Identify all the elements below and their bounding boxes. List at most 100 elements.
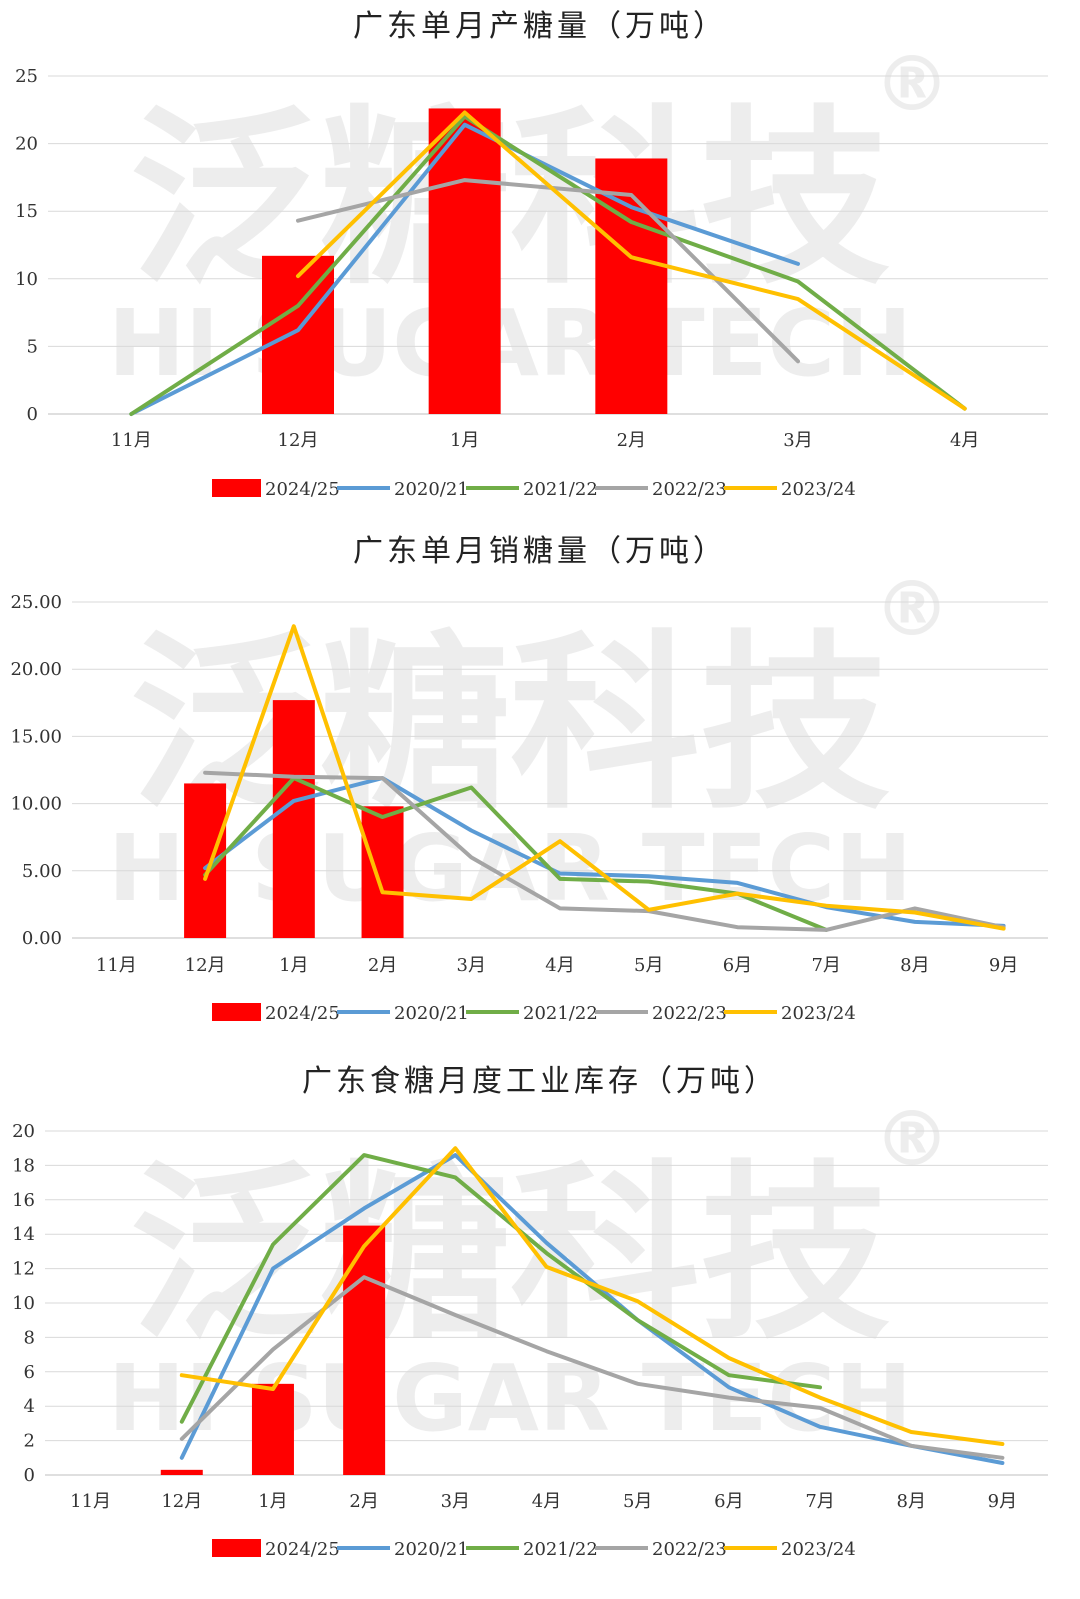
bar (361, 806, 404, 938)
x-tick-label: 2月 (349, 1491, 378, 1512)
y-tick-label: 15.00 (10, 726, 62, 747)
x-tick-label: 1月 (450, 430, 479, 451)
watermark-cn: 泛糖科技 (130, 89, 890, 310)
y-tick-label: 8 (24, 1327, 35, 1348)
x-tick-label: 12月 (161, 1491, 202, 1512)
x-tick-label: 11月 (96, 955, 137, 976)
legend-label: 2020/21 (394, 479, 469, 500)
bar (428, 108, 501, 414)
y-tick-label: 10 (15, 269, 38, 290)
chart-title: 广东食糖月度工业库存（万吨） (302, 1064, 778, 1099)
y-tick-label: 4 (24, 1396, 35, 1417)
y-tick-label: 0 (24, 1465, 35, 1486)
legend-swatch-bar (212, 479, 261, 497)
x-tick-label: 6月 (723, 955, 752, 976)
legend-label: 2023/24 (781, 1003, 856, 1024)
chart-panel-inventory: 泛糖科技 HI SUGAR TECH ® 广东食糖月度工业库存（万吨） 0 2 4 6 8 10 1… (0, 1055, 1080, 1599)
watermark-cn: 泛糖科技 (130, 614, 890, 835)
legend-label: 2020/21 (394, 1003, 469, 1024)
y-tick-label: 25.00 (10, 592, 62, 613)
x-tick-label: 8月 (900, 955, 929, 976)
bar (343, 1225, 386, 1475)
legend-label: 2023/24 (781, 1539, 856, 1560)
series-line-2020-21 (129, 122, 800, 416)
legend-label: 2024/25 (265, 1539, 340, 1560)
x-tick-label: 2月 (617, 430, 646, 451)
y-tick-label: 20 (15, 134, 38, 155)
y-tick-label: 20.00 (10, 659, 62, 680)
x-tick-label: 4月 (532, 1491, 561, 1512)
watermark-en: HI SUGAR TECH (108, 290, 912, 397)
y-tick-label: 16 (12, 1190, 35, 1211)
x-tick-label: 9月 (988, 1491, 1017, 1512)
x-tick-label: 1月 (279, 955, 308, 976)
y-tick-label: 12 (12, 1259, 35, 1280)
y-tick-label: 18 (12, 1155, 35, 1176)
x-tick-label: 11月 (111, 430, 152, 451)
y-tick-label: 25 (15, 66, 38, 87)
x-tick-label: 4月 (950, 430, 979, 451)
x-tick-label: 5月 (634, 955, 663, 976)
chart-panel-production: 泛糖科技 HI SUGAR TECH ® 广东单月产糖量（万吨） 0 5 10 15 20 25 1… (0, 0, 1080, 520)
x-tick-label: 8月 (897, 1491, 926, 1512)
legend-label: 2022/23 (652, 479, 727, 500)
bar (272, 700, 315, 938)
series-line-2021-22 (203, 776, 829, 932)
y-tick-label: 5.00 (22, 861, 62, 882)
y-tick-label: 15 (15, 201, 38, 222)
watermark-en: HI SUGAR TECH (108, 815, 912, 922)
series-line-2022-23 (179, 1275, 1005, 1460)
legend-label: 2022/23 (652, 1539, 727, 1560)
bar (251, 1383, 294, 1475)
series-line-2020-21 (179, 1153, 1005, 1465)
legend: 2024/25 2020/21 2021/22 2022/23 2023/24 (212, 479, 856, 500)
x-tick-label: 4月 (545, 955, 574, 976)
y-tick-label: 0.00 (22, 928, 62, 949)
bar (160, 1469, 203, 1475)
x-tick-label: 2月 (368, 955, 397, 976)
watermark-cn: 泛糖科技 (130, 1144, 890, 1365)
y-tick-label: 6 (24, 1362, 35, 1383)
series-line-2023-24 (203, 624, 1006, 931)
x-tick-label: 12月 (185, 955, 226, 976)
watermark-registered-mark: ® (874, 39, 950, 128)
legend-swatch-bar (212, 1539, 261, 1557)
legend-label: 2022/23 (652, 1003, 727, 1024)
y-tick-label: 2 (24, 1431, 35, 1452)
legend-label: 2021/22 (523, 1539, 598, 1560)
series-line-2021-22 (129, 114, 967, 416)
x-tick-label: 6月 (714, 1491, 743, 1512)
x-tick-label: 7月 (805, 1491, 834, 1512)
x-tick-label: 7月 (811, 955, 840, 976)
legend: 2024/25 2020/21 2021/22 2022/23 2023/24 (212, 1003, 856, 1024)
watermark-registered-mark: ® (874, 1094, 950, 1183)
series-line-2023-24 (296, 110, 967, 411)
x-tick-label: 12月 (278, 430, 319, 451)
y-tick-label: 5 (27, 336, 38, 357)
legend-label: 2024/25 (265, 479, 340, 500)
y-tick-label: 14 (12, 1224, 35, 1245)
y-tick-label: 10.00 (10, 794, 62, 815)
watermark-registered-mark: ® (874, 564, 950, 653)
chart-title: 广东单月销糖量（万吨） (353, 534, 727, 569)
bar (262, 255, 334, 414)
legend-label: 2024/25 (265, 1003, 340, 1024)
x-tick-label: 11月 (70, 1491, 111, 1512)
watermark-en: HI SUGAR TECH (108, 1345, 912, 1452)
chart-title: 广东单月产糖量（万吨） (353, 9, 727, 44)
x-tick-label: 3月 (457, 955, 486, 976)
chart-panel-sales: 泛糖科技 HI SUGAR TECH ® 广东单月销糖量（万吨） 0.00 5.00 10.… (0, 525, 1080, 1045)
legend-label: 2023/24 (781, 479, 856, 500)
y-tick-label: 10 (12, 1293, 35, 1314)
series-line-2021-22 (179, 1153, 822, 1424)
series-line-2023-24 (179, 1146, 1005, 1446)
x-tick-label: 5月 (623, 1491, 652, 1512)
legend-label: 2021/22 (523, 1003, 598, 1024)
x-tick-label: 3月 (783, 430, 812, 451)
